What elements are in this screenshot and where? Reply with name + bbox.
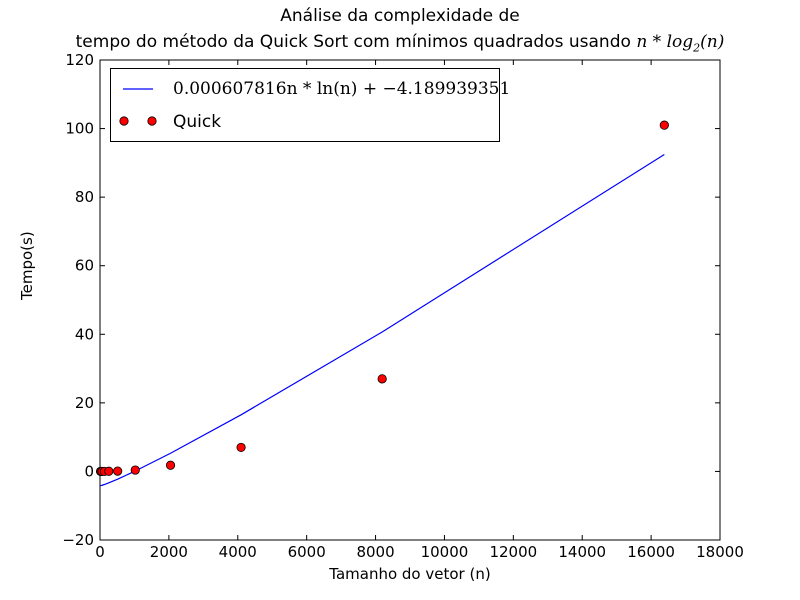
x-tick-label: 2000 — [150, 543, 188, 561]
legend-label-fit: 0.000607816n * ln(n) + −4.189939351 — [173, 79, 511, 99]
legend-line-swatch — [123, 88, 153, 90]
chart-subtitle-math: n * log2(n) — [636, 32, 725, 55]
quick-data-point — [236, 442, 246, 453]
chart-title: Análise da complexidade de — [280, 6, 520, 26]
y-axis-label: Tempo(s) — [18, 231, 36, 300]
fit-line-series — [100, 153, 665, 487]
legend-item-quick: Quick — [111, 110, 499, 134]
quick-data-point — [377, 374, 387, 384]
x-tick-label: 4000 — [219, 543, 257, 561]
subtitle-math-main: n * log — [636, 32, 694, 52]
fit-line — [100, 153, 665, 487]
legend-item-fit: 0.000607816n * ln(n) + −4.189939351 — [111, 77, 510, 101]
quick-points-series — [95, 120, 669, 477]
x-axis-label: Tamanho do vetor (n) — [329, 565, 491, 583]
subtitle-math-sub: 2 — [693, 41, 701, 55]
quick-data-point — [659, 120, 669, 130]
chart-subtitle-text: tempo do método da Quick Sort com mínimo… — [75, 32, 631, 52]
y-tick-label: 80 — [75, 188, 94, 206]
y-tick-label: 20 — [75, 394, 94, 412]
quick-data-point — [104, 466, 114, 476]
y-tick-label: 40 — [75, 325, 94, 343]
legend-label-quick: Quick — [173, 112, 222, 132]
x-tick-label: 8000 — [356, 543, 394, 561]
y-tick-label: 120 — [65, 51, 94, 69]
x-tick-label: 16000 — [627, 543, 675, 561]
x-tick-label: 14000 — [558, 543, 606, 561]
subtitle-math-suffix: (n) — [700, 32, 725, 52]
quick-data-point — [130, 465, 140, 475]
x-tick-label: 12000 — [489, 543, 537, 561]
y-tick-label: 100 — [65, 120, 94, 138]
legend-marker-swatch — [119, 116, 157, 126]
x-tick-label: 6000 — [288, 543, 326, 561]
y-tick-label: 60 — [75, 257, 94, 275]
axis-ticks: 0 2000 4000 6000 8000 10000 12000 14000 16000 180… — [62, 51, 744, 561]
quick-data-point — [165, 460, 176, 470]
y-tick-label: 0 — [84, 462, 94, 480]
x-tick-label: 0 — [95, 543, 105, 561]
legend: 0.000607816n * ln(n) + −4.189939351 Quic… — [110, 68, 510, 142]
chart-subtitle: tempo do método da Quick Sort com mínimo… — [0, 32, 800, 54]
x-tick-label: 18000 — [696, 543, 744, 561]
y-tick-label: −20 — [62, 531, 94, 549]
x-tick-label: 10000 — [421, 543, 469, 561]
quick-data-point — [113, 466, 123, 476]
